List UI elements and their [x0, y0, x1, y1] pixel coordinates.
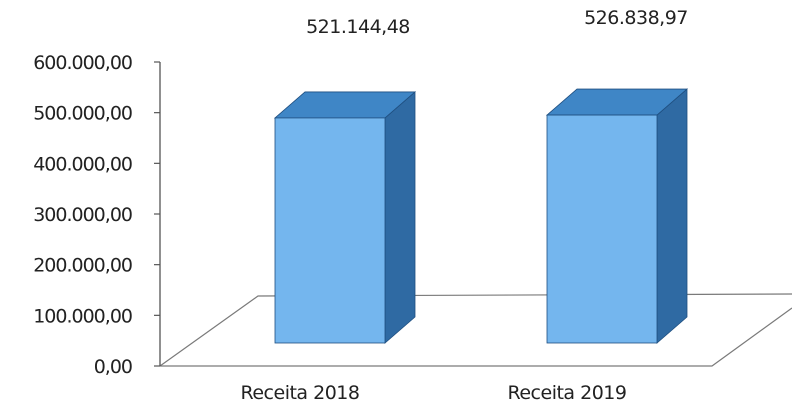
y-tick-label: 200.000,00 — [33, 255, 132, 277]
floor-front-edge — [160, 307, 792, 367]
x-category-label: Receita 2019 — [508, 382, 627, 404]
floor-back-edge — [159, 293, 792, 367]
bar-front-face — [274, 117, 386, 344]
bar-value-label: 521.144,48 — [306, 16, 410, 38]
bar-2 — [545, 88, 689, 344]
y-tick-label: 0,00 — [94, 356, 132, 378]
bar-1 — [273, 91, 417, 344]
y-tick-label: 400.000,00 — [33, 153, 132, 175]
y-axis-ticks: 0,00 100.000,00 200.000,00 300.000,00 400.00… — [33, 52, 160, 378]
chart-floor — [159, 293, 792, 367]
bar-front-face — [546, 114, 658, 344]
data-labels: 521.144,48 526.838,97 — [306, 7, 688, 38]
y-tick-label: 500.000,00 — [33, 103, 132, 125]
bar-value-label: 526.838,97 — [584, 7, 688, 29]
x-category-label: Receita 2018 — [241, 382, 360, 404]
y-tick-label: 100.000,00 — [33, 305, 132, 327]
bar-side-face — [384, 91, 416, 344]
bar-side-face — [656, 88, 688, 344]
x-axis-labels: Receita 2018 Receita 2019 — [241, 382, 627, 404]
y-tick-label: 300.000,00 — [33, 204, 132, 226]
y-tick-label: 600.000,00 — [33, 52, 132, 74]
bars — [273, 88, 689, 344]
